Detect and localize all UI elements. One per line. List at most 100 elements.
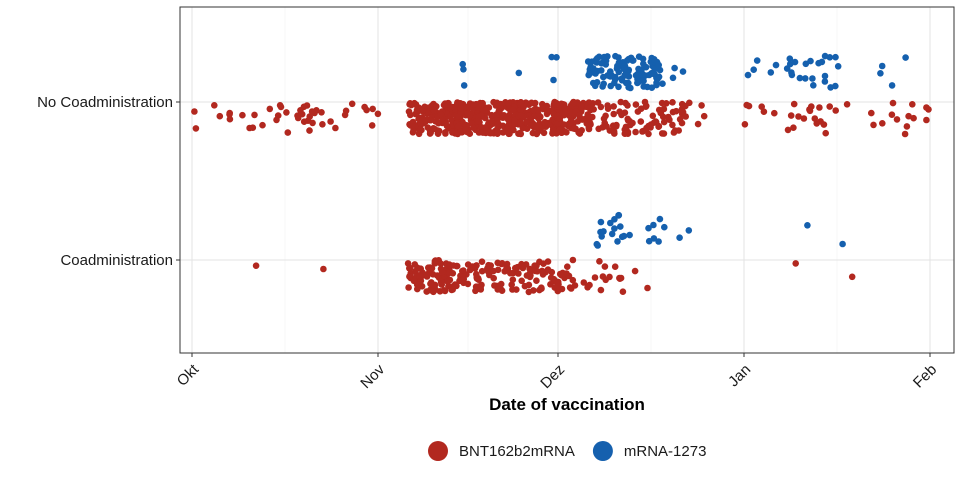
data-point (630, 57, 637, 64)
data-point (308, 108, 316, 115)
data-point (593, 240, 601, 248)
data-point (192, 125, 200, 132)
data-point (512, 264, 519, 272)
data-point (620, 65, 628, 73)
data-point (534, 268, 541, 275)
data-point (621, 130, 629, 137)
axes-layer: Okt Nov Dez Jan Feb No Coadministration Coadmi… (37, 94, 940, 392)
data-point (444, 278, 451, 285)
data-point (550, 76, 557, 84)
data-point (654, 75, 661, 83)
data-point (614, 238, 621, 245)
data-point (602, 276, 609, 284)
data-point (772, 61, 780, 69)
data-point (848, 273, 856, 281)
data-point (570, 125, 578, 132)
data-point (479, 129, 486, 136)
data-point (423, 288, 431, 295)
data-point (252, 262, 260, 270)
data-point (672, 107, 680, 115)
data-point (601, 55, 608, 63)
data-point (611, 225, 618, 232)
data-point (679, 68, 687, 75)
data-point (611, 263, 619, 271)
data-point (556, 115, 564, 122)
data-point (460, 82, 468, 89)
data-point (416, 272, 423, 279)
data-point (430, 285, 438, 293)
data-point (771, 109, 778, 117)
data-point (839, 240, 846, 248)
data-point (515, 270, 522, 277)
data-point (266, 105, 274, 113)
data-point (783, 65, 791, 72)
data-point (877, 70, 884, 77)
data-point (923, 104, 930, 111)
data-point (432, 257, 439, 264)
data-point (320, 265, 327, 273)
data-point (596, 258, 603, 265)
data-point (786, 55, 794, 62)
data-point (591, 82, 599, 90)
data-point (477, 286, 485, 293)
data-point (656, 215, 664, 223)
data-point (649, 112, 657, 120)
data-point (832, 107, 839, 114)
data-point (905, 112, 912, 120)
data-point (610, 103, 617, 110)
data-point (612, 123, 620, 130)
data-point (464, 110, 472, 117)
data-point (419, 114, 426, 121)
data-point (518, 277, 525, 285)
data-point (527, 122, 535, 129)
data-point (306, 127, 313, 134)
data-point (368, 122, 376, 129)
data-point (519, 124, 527, 132)
y-tick-label: No Coadministration (37, 94, 173, 111)
data-point (826, 103, 833, 110)
x-tick-label: Nov (357, 361, 388, 392)
data-point (449, 270, 457, 277)
data-point (520, 103, 527, 111)
data-point (406, 264, 414, 272)
data-point (412, 267, 419, 275)
data-point (597, 286, 605, 294)
data-point (750, 66, 757, 73)
data-point (604, 72, 611, 79)
data-point (590, 65, 597, 72)
data-point (790, 100, 798, 108)
data-point (239, 111, 246, 119)
data-point (820, 121, 828, 128)
data-point (767, 69, 775, 76)
data-point (650, 235, 658, 242)
data-point (821, 52, 829, 60)
data-point (495, 107, 503, 115)
data-point (615, 83, 622, 91)
data-point (659, 113, 667, 121)
data-point (620, 232, 628, 240)
data-point (666, 116, 673, 123)
data-point (407, 111, 414, 119)
data-point (419, 107, 426, 115)
data-point (586, 104, 594, 112)
data-point (903, 123, 911, 130)
data-point (457, 128, 464, 135)
data-point (561, 105, 569, 112)
data-point (802, 75, 809, 82)
data-point (460, 66, 467, 73)
data-point (617, 223, 624, 230)
data-point (669, 99, 676, 106)
data-point (374, 110, 382, 118)
data-point (411, 261, 419, 268)
data-point (509, 276, 517, 284)
data-point (475, 117, 483, 125)
data-point (676, 234, 683, 241)
data-point (533, 130, 540, 138)
data-point (488, 118, 495, 126)
panel-border (179, 6, 955, 354)
data-point (843, 101, 851, 108)
data-point (369, 105, 377, 113)
data-point (578, 102, 585, 110)
data-point (879, 120, 886, 127)
data-point (413, 107, 421, 114)
